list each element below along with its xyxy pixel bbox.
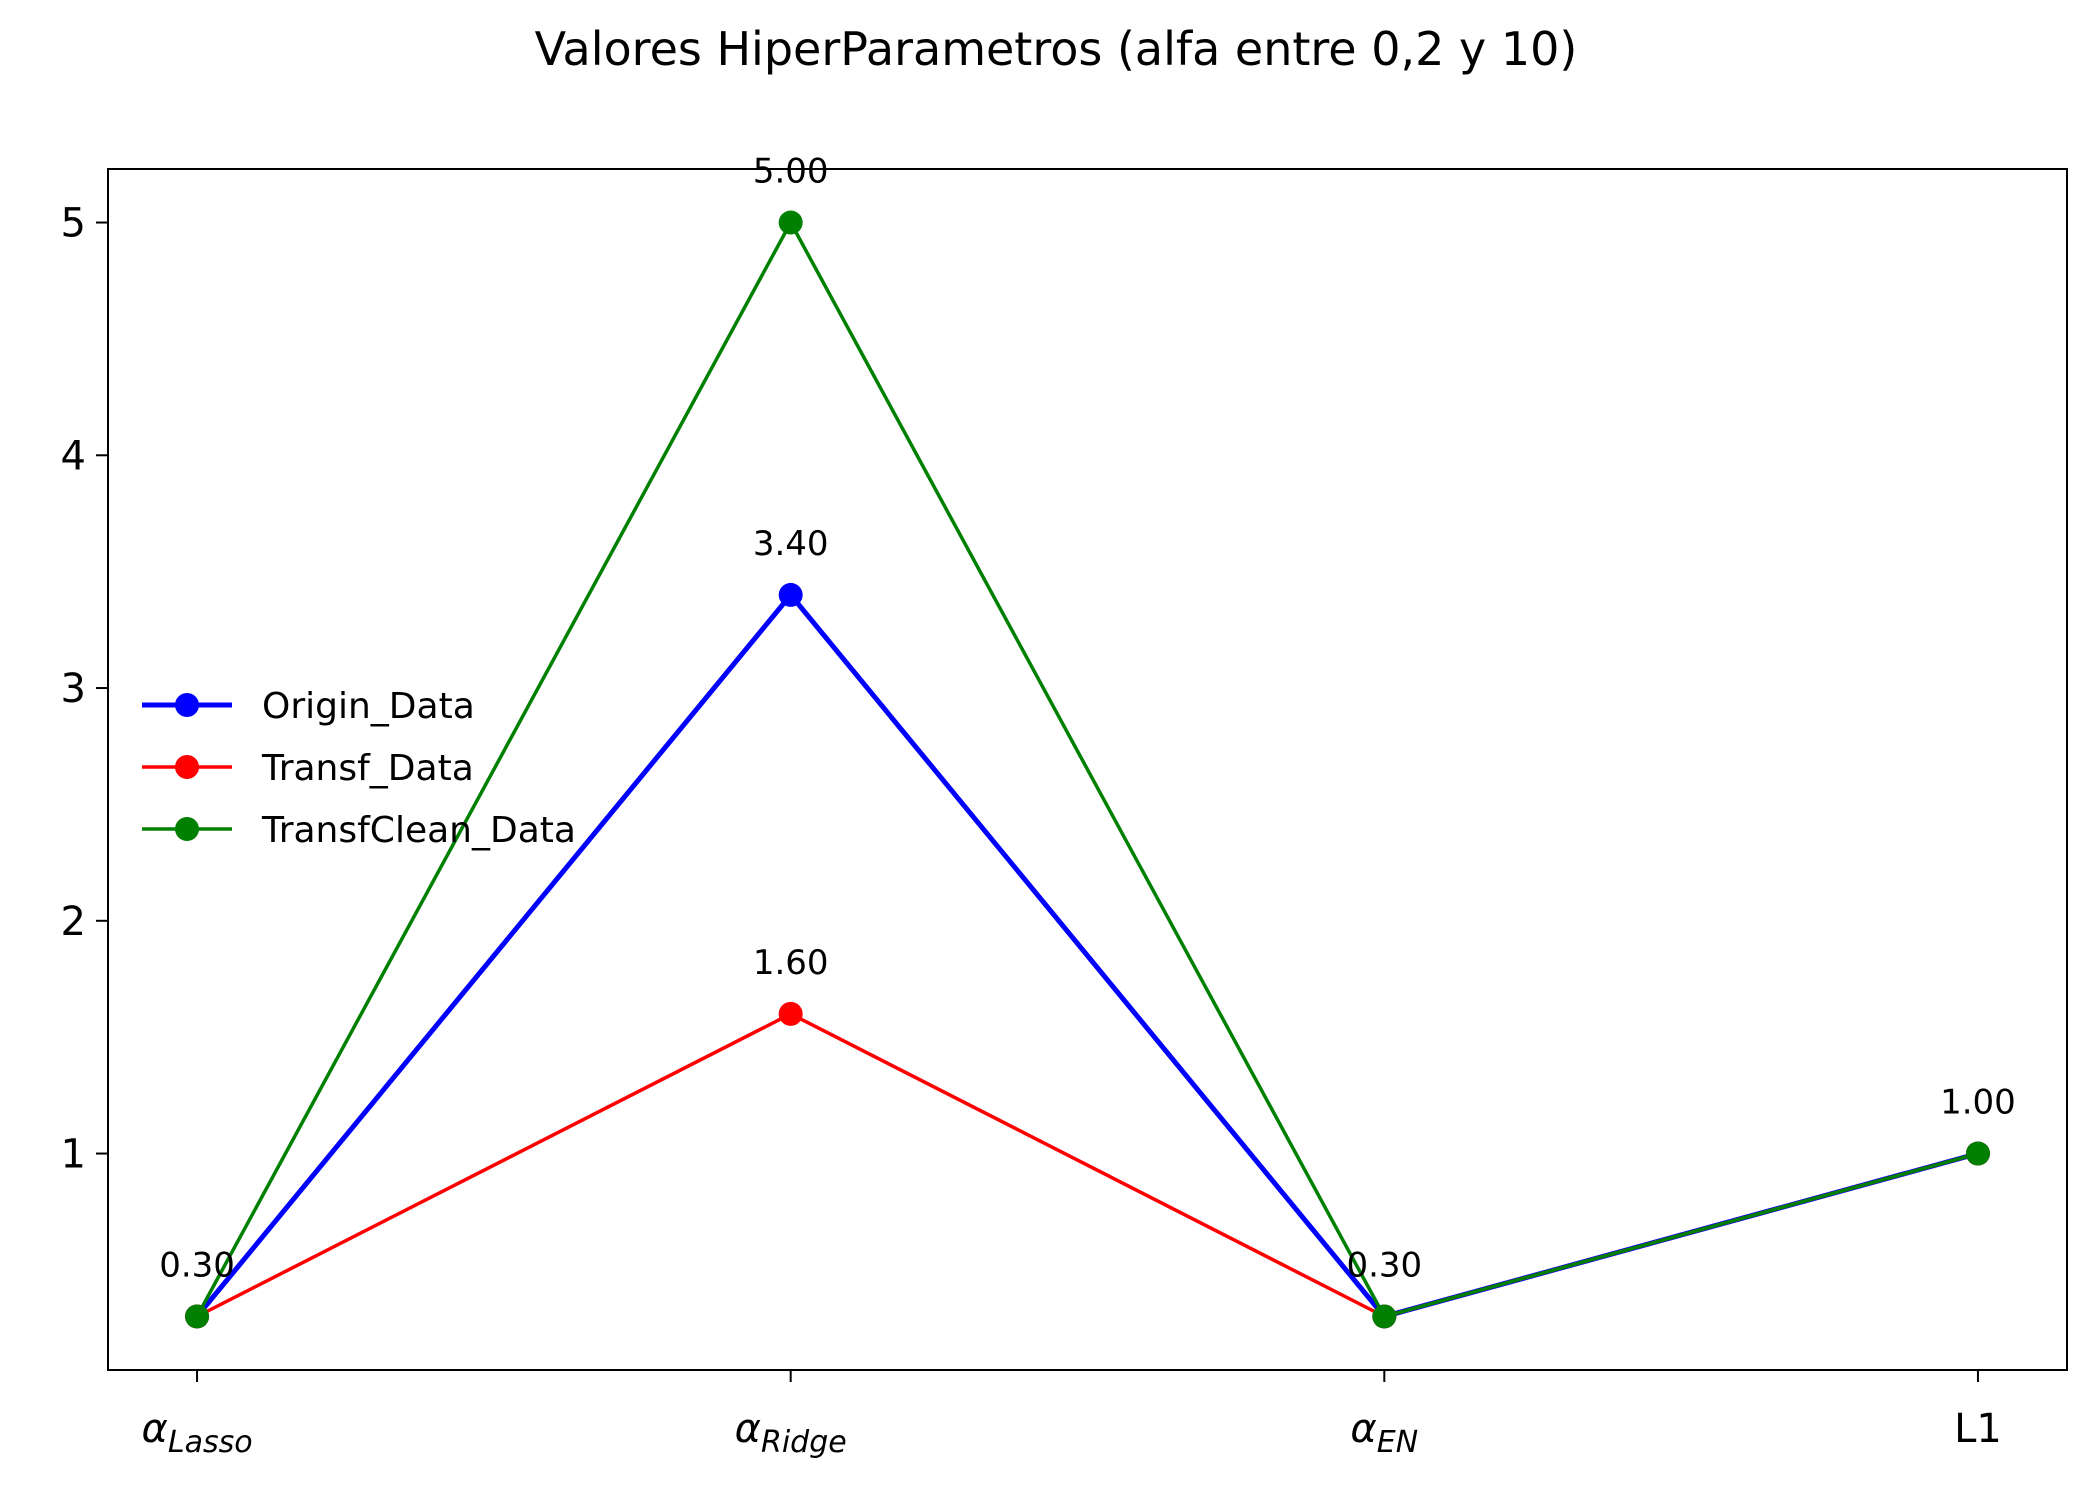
legend-label-0: Origin_Data <box>262 686 475 727</box>
chart-title: Valores HiperParametros (alfa entre 0,2 … <box>535 22 1578 76</box>
data-label-0: 0.30 <box>159 1245 235 1285</box>
data-point-2-1 <box>778 210 803 235</box>
x-tick-label-1: αRidge <box>735 1406 847 1460</box>
legend-label-1: Transf_Data <box>261 748 474 789</box>
legend-label-2: TransfClean_Data <box>261 810 576 851</box>
data-point-2-0 <box>185 1304 210 1329</box>
data-label-1: 3.40 <box>753 524 829 564</box>
data-point-1-1 <box>778 1001 803 1026</box>
x-tick-label-0: αLasso <box>141 1406 252 1460</box>
data-point-2-2 <box>1372 1304 1397 1329</box>
data-label-4: 0.30 <box>1346 1245 1422 1285</box>
y-tick-label-2: 3 <box>61 666 86 712</box>
plot-frame <box>107 168 2068 1371</box>
data-label-5: 1.00 <box>1940 1083 2016 1123</box>
series-line-1 <box>196 1012 1979 1319</box>
data-point-2-3 <box>1965 1141 1990 1166</box>
legend-marker-2 <box>175 817 199 841</box>
y-tick-label-3: 4 <box>61 433 86 479</box>
data-label-2: 1.60 <box>753 943 829 983</box>
legend-marker-0 <box>175 693 199 717</box>
series-line-2 <box>195 220 1979 1319</box>
x-tick-label-2: αEN <box>1350 1406 1418 1460</box>
x-tick-label-3: L1 <box>1954 1406 2002 1452</box>
y-tick-label-4: 5 <box>61 201 86 247</box>
data-label-3: 5.00 <box>753 152 829 192</box>
legend-marker-1 <box>175 755 199 779</box>
y-tick-label-1: 2 <box>61 899 86 945</box>
y-tick-label-0: 1 <box>61 1132 86 1178</box>
data-point-0-1 <box>778 582 803 607</box>
